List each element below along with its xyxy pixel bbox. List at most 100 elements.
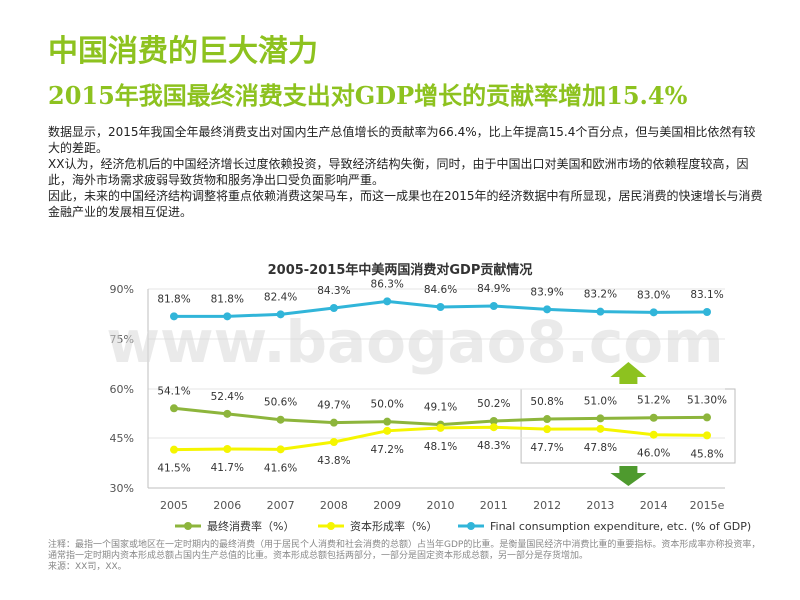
data-label: 47.7% [530,442,563,454]
up-arrow-icon [610,362,647,384]
watermark-text: www.baogao8.com [106,308,723,376]
chart-title: 2005-2015年中美两国消费对GDP贡献情况 [267,263,533,278]
data-point [383,426,392,435]
data-label: 46.0% [637,448,670,460]
x-tick-label: 2012 [533,499,561,512]
data-point [170,312,178,321]
data-point [703,431,711,440]
data-label: 51.2% [637,395,670,407]
data-point [436,423,445,432]
data-label: 50.2% [477,398,510,410]
body-paragraph: 因此，未来的中国经济结构调整将重点依赖消费这架马车，而这一成果也在2015年的经… [48,189,763,219]
data-point [703,413,711,422]
footnote-line: 通常指一定时期内资本形成总额占国内生产总值的比重。资本形成总额包括两部分，一部分… [48,551,589,561]
data-point [383,297,392,306]
data-label: 83.1% [690,289,723,301]
footnote-line: 注释：最指一个国家或地区在一定时期内的最终消费（用于居民个人消费和社会消费的总额… [48,540,761,550]
data-point [543,415,552,424]
x-tick-label: 2010 [427,499,455,512]
data-point [649,308,658,317]
data-point [383,417,392,426]
data-label: 41.6% [264,462,297,474]
data-point [543,425,552,434]
data-label: 83.9% [530,286,563,298]
page-title: 中国消费的巨大潜力 [48,34,318,69]
data-point [223,409,232,418]
data-point [703,308,711,316]
body-paragraph: XX认为，经济危机后的中国经济增长过度依赖投资，导致经济结构失衡，同时，由于中国… [48,157,749,187]
data-point [170,445,178,454]
y-tick-label: 45% [110,432,134,445]
legend-marker [467,522,475,530]
data-point [649,430,658,439]
data-label: 51.30% [687,394,727,406]
y-tick-label: 75% [110,333,134,346]
data-point [223,445,232,453]
data-label: 49.1% [424,402,457,414]
data-label: 84.6% [424,284,457,296]
data-label: 49.7% [317,400,350,412]
data-label: 47.2% [371,444,404,456]
legend-label: 资本形成率（%） [350,519,437,533]
legend-marker [184,522,192,530]
data-point [223,312,232,321]
x-tick-label: 2011 [480,499,508,512]
x-tick-label: 2009 [373,499,401,512]
x-tick-label: 2007 [267,499,295,512]
data-point [649,413,658,422]
y-tick-label: 60% [110,383,134,396]
data-point [543,305,552,314]
body-paragraph: 数据显示，2015年我国全年最终消费支出对国内生产总值增长的贡献率为66.4%，… [48,125,756,155]
x-tick-label: 2005 [160,499,188,512]
data-label: 84.3% [317,285,350,297]
data-point [276,445,285,454]
data-label: 50.8% [530,396,563,408]
data-point [489,423,498,432]
data-label: 83.0% [637,289,670,301]
down-arrow-icon [610,466,647,486]
data-point [596,307,605,316]
data-label: 84.9% [477,283,510,295]
data-label: 51.0% [584,395,617,407]
data-label: 45.8% [690,448,723,460]
data-point [596,424,605,433]
footnote: 注释：最指一个国家或地区在一定时期内的最终消费（用于居民个人消费和社会消费的总额… [48,540,778,573]
data-label: 48.3% [477,440,510,452]
data-point [276,415,285,424]
data-label: 82.4% [264,291,297,303]
data-point [329,304,338,312]
body-text: 数据显示，2015年我国全年最终消费支出对国内生产总值增长的贡献率为66.4%，… [48,124,763,220]
data-label: 52.4% [211,391,244,403]
data-point [596,414,605,423]
legend-label: Final consumption expenditure, etc. (% o… [490,520,751,533]
data-point [329,438,338,446]
legend-label: 最终消费率（%） [207,519,294,533]
data-label: 50.0% [371,399,404,411]
x-tick-label: 2013 [586,499,614,512]
data-point [170,404,178,413]
data-label: 86.3% [371,278,404,290]
data-label: 48.1% [424,441,457,453]
data-label: 41.5% [157,463,190,475]
legend-marker [327,522,335,530]
data-point [489,302,498,310]
y-tick-label: 90% [110,283,134,296]
data-label: 83.2% [584,289,617,301]
data-label: 41.7% [211,462,244,474]
data-point [436,303,445,311]
footnote-line: 来源：XX司，XX。 [48,562,127,572]
x-tick-label: 2006 [213,499,241,512]
data-point [276,310,285,319]
data-point [489,417,498,426]
x-tick-label: 2015e [690,499,725,512]
data-label: 43.8% [317,455,350,467]
data-label: 50.6% [264,397,297,409]
data-label: 54.1% [157,385,190,397]
x-tick-label: 2014 [640,499,668,512]
x-tick-label: 2008 [320,499,348,512]
data-point [329,418,338,427]
data-label: 81.8% [157,293,190,305]
data-label: 81.8% [211,293,244,305]
page-subtitle: 2015年我国最终消费支出对GDP增长的贡献率增加15.4% [48,81,688,110]
